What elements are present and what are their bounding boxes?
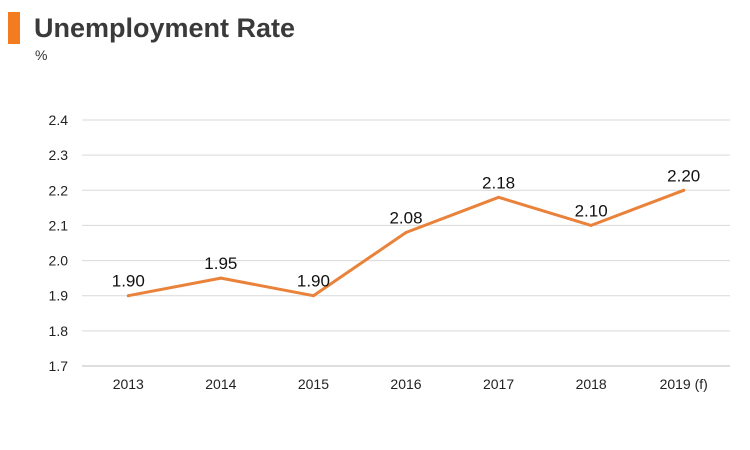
- data-label: 2.18: [482, 173, 515, 192]
- y-tick-label: 2.0: [49, 253, 69, 269]
- x-tick-label: 2014: [205, 376, 236, 392]
- data-label: 2.08: [389, 208, 422, 227]
- x-tick-label: 2019 (f): [660, 376, 708, 392]
- x-tick-label: 2015: [298, 376, 329, 392]
- y-axis-ticks: 1.7 1.8 1.9 2.0 2.1 2.2 2.3 2.4: [49, 112, 69, 374]
- y-tick-label: 2.3: [49, 147, 69, 163]
- data-label: 2.20: [667, 166, 700, 185]
- data-point: [497, 195, 501, 199]
- gridlines: [82, 119, 730, 367]
- title-accent-bar: [8, 12, 20, 44]
- data-point: [126, 294, 130, 298]
- y-tick-label: 1.8: [49, 323, 69, 339]
- y-tick-label: 1.9: [49, 288, 69, 304]
- data-point: [589, 223, 593, 227]
- x-tick-label: 2017: [483, 376, 514, 392]
- data-labels: 1.90 1.95 1.90 2.08 2.18 2.10 2.20: [112, 166, 701, 290]
- data-point: [311, 294, 315, 298]
- y-tick-label: 2.2: [49, 182, 69, 198]
- y-tick-label: 2.4: [49, 112, 69, 128]
- unit-label: %: [35, 47, 48, 63]
- chart-title: Unemployment Rate: [34, 13, 296, 43]
- data-label: 1.95: [204, 254, 237, 273]
- y-tick-label: 2.1: [49, 217, 69, 233]
- data-label: 1.90: [297, 272, 330, 291]
- x-tick-label: 2016: [390, 376, 421, 392]
- y-tick-label: 1.7: [49, 358, 69, 374]
- data-point: [404, 230, 408, 234]
- x-tick-label: 2013: [113, 376, 144, 392]
- series-layer: [126, 188, 686, 298]
- x-axis-ticks: 2013 2014 2015 2016 2017 2018 2019 (f): [113, 376, 708, 392]
- data-label: 1.90: [112, 272, 145, 291]
- data-point: [682, 188, 686, 192]
- data-label: 2.10: [575, 201, 608, 220]
- data-point: [219, 276, 223, 280]
- x-tick-label: 2018: [576, 376, 607, 392]
